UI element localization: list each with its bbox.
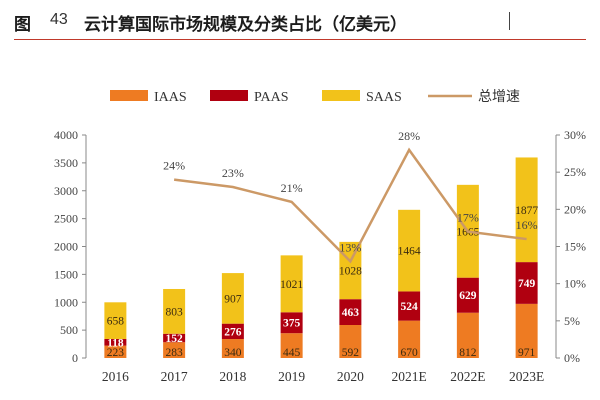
title-cursor-bar — [509, 12, 510, 30]
paas-data-label: 524 — [401, 301, 419, 313]
iaas-data-label: 592 — [342, 347, 360, 359]
right-tick-label: 0% — [564, 351, 580, 365]
saas-data-label: 1021 — [280, 279, 303, 291]
paas-data-label: 749 — [518, 278, 536, 290]
right-tick-label: 5% — [564, 314, 580, 328]
iaas-bar-segment — [163, 342, 186, 358]
x-tick-label: 2017 — [161, 369, 188, 384]
growth-rate-label: 24% — [163, 159, 185, 173]
left-tick-label: 1500 — [54, 267, 78, 281]
iaas-data-label: 223 — [107, 347, 125, 359]
right-tick-label: 10% — [564, 277, 586, 291]
iaas-bar-segment — [280, 333, 303, 358]
title-divider — [14, 39, 586, 40]
paas-data-label: 152 — [166, 333, 184, 345]
paas-bar-segment — [280, 312, 303, 334]
chart-title: 云计算国际市场规模及分类占比（亿美元） — [84, 15, 407, 35]
left-tick-label: 4000 — [54, 128, 78, 142]
saas-data-label: 907 — [224, 293, 242, 305]
saas-data-label: 1028 — [339, 266, 362, 278]
growth-rate-label: 17% — [457, 211, 479, 225]
paas-bar-segment — [163, 333, 186, 343]
growth-rate-label: 16% — [516, 218, 538, 232]
x-tick-label: 2022E — [450, 369, 485, 384]
growth-rate-label: 23% — [222, 166, 244, 180]
growth-rate-line — [173, 147, 527, 264]
paas-data-label: 375 — [283, 318, 301, 330]
legend-swatch-iaas — [110, 90, 148, 101]
iaas-bar-segment — [456, 312, 479, 358]
paas-data-label: 463 — [342, 307, 360, 319]
legend-swatch-saas — [322, 90, 360, 101]
saas-bar-segment — [280, 255, 303, 313]
saas-bar-segment — [221, 273, 244, 324]
legend-swatch-paas — [210, 90, 248, 101]
paas-data-label: 276 — [224, 326, 242, 338]
iaas-data-label: 445 — [283, 347, 301, 359]
iaas-bar-segment — [339, 324, 362, 358]
saas-bar-segment — [515, 157, 538, 263]
right-tick-label: 25% — [564, 165, 586, 179]
figure-header: 图 43 云计算国际市场规模及分类占比（亿美元） — [0, 0, 600, 40]
iaas-bar-segment — [398, 320, 421, 358]
right-tick-label: 20% — [564, 202, 586, 216]
right-tick-label: 30% — [564, 128, 586, 142]
paas-bar-segment — [515, 262, 538, 304]
saas-data-label: 658 — [107, 316, 125, 328]
legend-label-growth: 总增速 — [478, 89, 520, 105]
growth-rate-label: 28% — [398, 129, 420, 143]
iaas-bar-segment — [515, 303, 538, 358]
iaas-bar-segment — [104, 345, 127, 358]
saas-bar-segment — [104, 302, 127, 339]
left-tick-label: 1000 — [54, 295, 78, 309]
legend-label-paas: PAAS — [254, 90, 289, 105]
right-tick-label: 15% — [564, 240, 586, 254]
left-tick-label: 3000 — [54, 184, 78, 198]
iaas-data-label: 812 — [459, 347, 477, 359]
saas-bar-segment — [163, 288, 186, 334]
growth-rate-label: 21% — [281, 181, 303, 195]
left-tick-label: 2500 — [54, 212, 78, 226]
saas-data-label: 1877 — [515, 205, 538, 217]
legend-label-iaas: IAAS — [154, 90, 187, 105]
x-tick-label: 2020 — [337, 369, 364, 384]
paas-data-label: 629 — [459, 290, 477, 302]
saas-data-label: 1464 — [398, 246, 421, 258]
left-tick-label: 2000 — [54, 240, 78, 254]
figure-number: 43 — [50, 11, 68, 28]
iaas-data-label: 340 — [224, 347, 242, 359]
paas-bar-segment — [104, 338, 127, 346]
x-tick-label: 2023E — [509, 369, 544, 384]
saas-data-label: 803 — [166, 306, 184, 318]
iaas-data-label: 971 — [518, 347, 536, 359]
left-tick-label: 0 — [72, 351, 78, 365]
figure-label: 图 — [14, 15, 31, 35]
paas-bar-segment — [398, 291, 421, 321]
iaas-data-label: 670 — [401, 347, 419, 359]
x-tick-label: 2018 — [219, 369, 246, 384]
left-tick-label: 500 — [60, 323, 78, 337]
legend-label-saas: SAAS — [366, 90, 402, 105]
paas-bar-segment — [456, 277, 479, 313]
iaas-data-label: 283 — [166, 347, 184, 359]
left-tick-label: 3500 — [54, 156, 78, 170]
paas-data-label: 118 — [107, 337, 124, 349]
x-tick-label: 2016 — [102, 369, 129, 384]
x-tick-label: 2021E — [392, 369, 427, 384]
paas-bar-segment — [221, 323, 244, 340]
x-tick-label: 2019 — [278, 369, 305, 384]
iaas-bar-segment — [221, 339, 244, 358]
saas-bar-segment — [398, 209, 421, 292]
paas-bar-segment — [339, 299, 362, 325]
growth-rate-label: 13% — [339, 240, 361, 254]
